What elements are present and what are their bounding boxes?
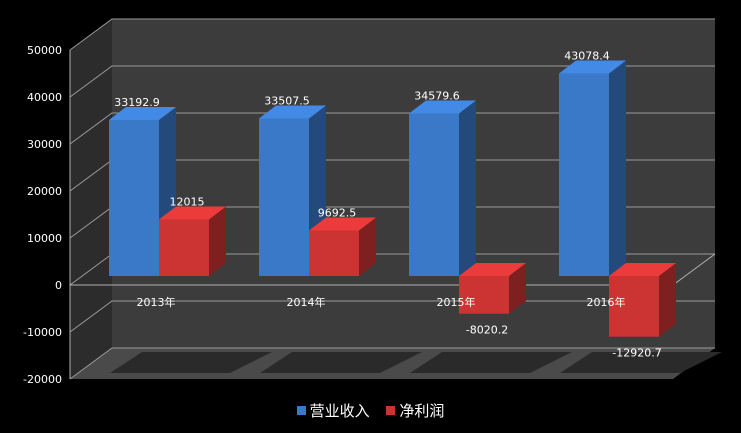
legend: 营业收入 净利润: [0, 400, 741, 421]
data-label: 9692.5: [318, 206, 357, 219]
gridline: [69, 18, 715, 51]
bar-top: [409, 100, 476, 114]
side-wall: [70, 19, 112, 379]
bar-side: [509, 263, 526, 314]
y-tick-label: 10000: [27, 232, 62, 245]
bar-net-profit: [459, 276, 509, 314]
bar-top: [259, 105, 326, 119]
bar-side: [359, 217, 376, 276]
floor-shadow: [560, 352, 722, 373]
bar-net-profit: [609, 276, 659, 337]
data-label: 33192.9: [114, 96, 160, 109]
floor-shadow: [260, 352, 422, 373]
bar-net-profit: [309, 230, 359, 276]
bars: [109, 60, 676, 337]
bar-top: [309, 217, 376, 231]
bar-top: [559, 60, 626, 74]
gridline: [69, 65, 715, 98]
gridline: [69, 347, 715, 380]
data-label: 12015: [170, 196, 205, 209]
legend-swatch-net-profit: [386, 406, 396, 415]
x-tick-label: 2014年: [287, 295, 326, 309]
bar-revenue: [559, 73, 609, 276]
x-tick-label: 2015年: [437, 295, 476, 309]
y-tick-label: 0: [55, 279, 62, 292]
y-tick-label: -10000: [23, 326, 62, 339]
y-axis: -20000 -10000 0 10000 20000 30000 40000 50000: [23, 44, 62, 386]
bar-top: [109, 106, 176, 120]
data-label: 33507.5: [264, 95, 310, 108]
y-tick-label: 40000: [27, 91, 62, 104]
legend-label-revenue: 营业收入: [309, 402, 370, 420]
data-label: -8020.2: [466, 324, 508, 337]
bar-revenue: [109, 119, 159, 276]
legend-swatch-revenue: [296, 406, 306, 415]
data-label: 34579.6: [414, 89, 460, 102]
y-tick-label: 30000: [27, 138, 62, 151]
bar-top: [459, 263, 526, 276]
legend-item-revenue: 营业收入: [296, 400, 370, 421]
data-label: 43078.4: [564, 50, 610, 63]
bar-side: [609, 60, 626, 276]
legend-item-net-profit: 净利润: [386, 400, 444, 421]
data-label: -12920.7: [612, 347, 661, 360]
chart-floor: [70, 348, 722, 379]
bar-side: [659, 263, 676, 337]
bar-revenue: [409, 113, 459, 276]
gridline: [69, 112, 715, 145]
bar-side: [209, 206, 226, 276]
data-labels: 33192.9 12015 33507.5 9692.5 34579.6 -8020.2 4…: [114, 50, 661, 360]
bar-top: [159, 206, 226, 220]
bar-side: [459, 100, 476, 276]
x-tick-label: 2013年: [137, 295, 176, 309]
x-axis-labels: 2013年 2014年 2015年 2016年: [137, 295, 626, 309]
x-tick-label: 2016年: [587, 295, 626, 309]
legend-label-net-profit: 净利润: [399, 402, 445, 420]
bar-top: [609, 263, 676, 276]
floor-shadow: [110, 352, 272, 373]
y-tick-label: 20000: [27, 185, 62, 198]
floor-shadow: [410, 352, 572, 373]
bar-revenue: [259, 118, 309, 277]
bar-net-profit: [159, 219, 209, 276]
y-tick-label: -20000: [23, 373, 62, 386]
y-tick-label: 50000: [27, 44, 62, 57]
